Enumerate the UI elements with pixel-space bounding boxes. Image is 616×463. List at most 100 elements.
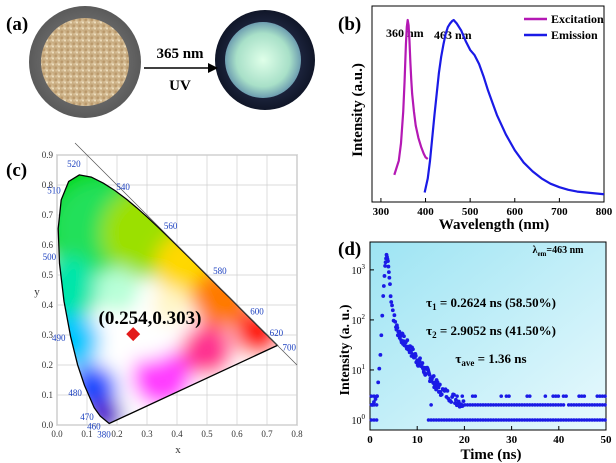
d-baseline-point: [572, 403, 576, 407]
d-baseline-point: [579, 403, 584, 407]
c-gamut-color-region: [181, 324, 233, 376]
c-y-tick-label: 0.3: [42, 330, 54, 340]
d-baseline-point: [486, 403, 491, 407]
d-data-point: [437, 382, 442, 387]
d-baseline-point: [504, 403, 509, 407]
d-background: [369, 241, 607, 431]
d-baseline-point: [465, 403, 470, 407]
d-baseline-point: [502, 418, 506, 422]
d-baseline-point: [478, 403, 483, 407]
c-x-tick-label: 0.5: [201, 429, 213, 439]
d-baseline-point: [517, 418, 522, 422]
d-baseline-point: [429, 403, 433, 407]
c-y-tick-label: 0.2: [42, 360, 53, 370]
c-wavelength-label: 600: [250, 307, 264, 317]
d-baseline-point: [595, 418, 600, 422]
d-baseline-point: [525, 403, 529, 407]
d-baseline-point: [585, 403, 589, 407]
d-baseline-point: [489, 403, 493, 407]
d-baseline-point: [504, 394, 509, 398]
d-data-point: [386, 259, 390, 263]
c-y-tick-label: 0.1: [42, 390, 53, 400]
c-gamut-color-region: [87, 398, 123, 424]
d-baseline-point: [551, 394, 555, 398]
d-data-point: [413, 353, 418, 358]
d-data-point: [449, 400, 454, 404]
d-data-point: [397, 329, 402, 334]
d-baseline-point: [483, 418, 488, 422]
d-baseline-point: [561, 394, 566, 398]
c-x-tick-label: 0.2: [111, 429, 122, 439]
c-x-tick-label: 0.8: [291, 429, 303, 439]
d-x-tick-label: 20: [459, 434, 471, 446]
unexcited-powder: [41, 18, 129, 106]
d-baseline-point: [374, 418, 379, 422]
d-baseline-point: [600, 403, 605, 407]
d-baseline-point: [450, 418, 454, 422]
d-baseline-point: [598, 394, 602, 398]
d-baseline-point: [559, 403, 563, 407]
d-baseline-point: [569, 418, 574, 422]
d-annotation-lambda-em: λem=463 nm: [533, 245, 585, 258]
cie-chromaticity-chart: 0.0 0.1 0.2 0.3 0.4 0.5 0.6 0.7 0.8 0.0 0.1 0.2 0.3 0…: [34, 142, 303, 456]
d-baseline-point: [553, 418, 558, 422]
c-gamut-color-region: [95, 268, 139, 312]
d-baseline-point: [473, 418, 478, 422]
c-x-tick-label: 0.1: [81, 429, 92, 439]
d-baseline-point: [548, 418, 553, 422]
d-baseline-point: [579, 418, 584, 422]
d-baseline-point: [533, 403, 537, 407]
d-baseline-point: [520, 418, 524, 422]
c-wavelength-label: 620: [270, 328, 284, 338]
d-baseline-point: [455, 403, 459, 407]
d-data-point: [405, 338, 410, 343]
d-x-tick-label: 40: [553, 434, 565, 446]
d-baseline-point: [473, 394, 478, 398]
d-data-point: [386, 270, 391, 275]
d-baseline-point: [470, 394, 475, 398]
d-baseline-point: [522, 403, 527, 407]
d-baseline-point: [603, 403, 607, 407]
c-wavelength-label: 520: [67, 159, 81, 169]
d-baseline-point: [582, 394, 587, 398]
b-ylabel: Intensity (a.u.): [350, 63, 366, 157]
d-data-point: [439, 392, 444, 397]
panel-a-photos: 365 nm UV: [29, 6, 315, 118]
b-legend-excitation: Excitation: [551, 12, 604, 26]
d-baseline-point: [460, 418, 465, 422]
d-baseline-point: [494, 418, 498, 422]
c-diagonal-line: [74, 142, 298, 366]
d-baseline-point: [556, 403, 561, 407]
c-y-tick-label: 0.6: [42, 240, 54, 250]
d-baseline-point: [551, 418, 555, 422]
d-baseline-point: [372, 418, 376, 422]
c-xlabel: x: [175, 444, 181, 456]
d-baseline-point: [481, 418, 485, 422]
d-data-point: [390, 303, 394, 308]
d-baseline-point: [369, 394, 374, 398]
luminescent-powder: [225, 22, 301, 98]
d-baseline-point: [530, 418, 535, 422]
c-y-tick-label: 0.9: [42, 150, 54, 160]
d-data-point: [381, 294, 386, 298]
d-baseline-point: [374, 403, 379, 407]
d-data-point: [380, 313, 385, 318]
b-excitation-line: [393, 18, 429, 176]
d-baseline-point: [512, 403, 516, 407]
d-baseline-point: [465, 418, 470, 422]
d-baseline-point: [444, 418, 449, 422]
d-baseline-point: [452, 418, 457, 422]
d-baseline-point: [494, 403, 498, 407]
d-plot-frame: [369, 241, 607, 431]
d-baseline-point: [434, 418, 439, 422]
d-baseline-point: [525, 418, 529, 422]
d-baseline-point: [476, 418, 480, 422]
d-data-point: [375, 394, 379, 399]
d-data-point: [388, 294, 393, 299]
d-data-point: [376, 380, 381, 385]
d-x-tick-label: 0: [367, 434, 373, 446]
b-emission-line: [423, 18, 605, 196]
d-data-point: [392, 313, 397, 318]
c-wavelength-label: 470: [80, 412, 94, 422]
d-baseline-point: [535, 403, 540, 407]
